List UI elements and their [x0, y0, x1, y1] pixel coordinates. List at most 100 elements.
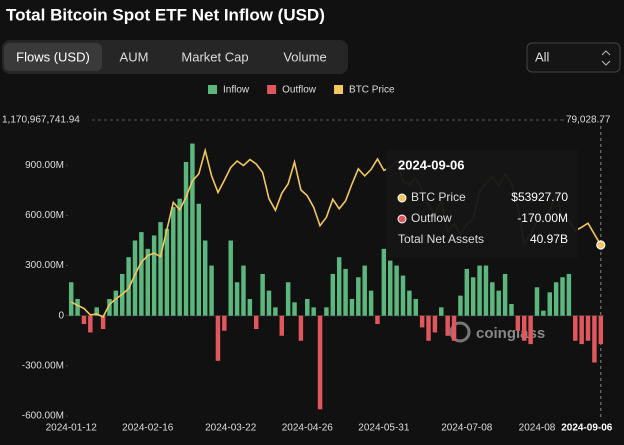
bar	[158, 222, 163, 316]
tooltip: 2024-09-06 BTC Price $53927.70 Outflow -170.…	[386, 150, 578, 258]
tab[interactable]: AUM	[120, 49, 149, 64]
y-tick-label: 300.00M	[25, 260, 64, 271]
bar	[419, 315, 425, 328]
bar	[190, 143, 195, 316]
y-tick-label: -300.00M	[22, 360, 64, 371]
bar	[254, 315, 259, 330]
legend-swatch	[267, 85, 277, 94]
tooltip-box	[386, 150, 578, 258]
bar	[126, 257, 131, 316]
bar	[292, 302, 297, 316]
y-tick-label: 900.00M	[25, 160, 64, 171]
tooltip-date: 2024-09-06	[398, 157, 465, 172]
bar	[560, 277, 565, 316]
x-tick-label: 2024-08	[519, 423, 556, 434]
bar	[330, 273, 336, 316]
x-tick-label: 2024-03-22	[205, 423, 257, 434]
bar	[522, 315, 527, 341]
bar	[362, 265, 367, 316]
bar	[202, 240, 208, 316]
bar	[381, 248, 387, 316]
bar	[209, 265, 214, 316]
select-box[interactable]	[526, 42, 621, 73]
tooltip-total-name: Total Net Assets	[398, 232, 484, 246]
legend: Inflow Outflow BTC Price	[208, 85, 395, 96]
bar	[553, 282, 559, 316]
bar	[573, 315, 578, 341]
bar	[496, 290, 501, 316]
bar	[515, 315, 521, 331]
bar	[75, 298, 80, 316]
legend-label: Inflow	[223, 85, 250, 96]
bar	[483, 265, 489, 316]
bar	[426, 315, 431, 341]
bar	[81, 315, 87, 325]
bar	[273, 307, 278, 316]
price-dot	[596, 240, 606, 250]
bar	[464, 268, 470, 316]
x-label-highlight	[562, 420, 613, 436]
bar	[177, 198, 182, 316]
bar	[547, 292, 552, 316]
bar	[151, 235, 157, 316]
select-value[interactable]: All	[535, 49, 550, 64]
tab[interactable]: Flows (USD)	[16, 49, 90, 64]
bar	[132, 240, 138, 316]
tab[interactable]: Market Cap	[181, 49, 248, 64]
bar	[88, 315, 93, 333]
y-axis-top-label: 1,170,967,741.94	[2, 115, 80, 126]
bar	[222, 315, 227, 331]
bar	[413, 298, 418, 316]
bar	[279, 315, 284, 336]
bar	[113, 290, 119, 316]
bar	[94, 307, 99, 316]
x-tick-label: 2024-09-06	[561, 423, 613, 434]
tab[interactable]: Volume	[283, 49, 326, 64]
bar	[528, 315, 533, 345]
bar	[534, 287, 540, 316]
bar	[266, 290, 272, 316]
bar	[305, 298, 310, 316]
bar	[324, 307, 329, 316]
bar	[592, 315, 597, 363]
tooltip-total-value: 40.97B	[530, 232, 568, 246]
bar	[439, 307, 444, 316]
y-tick-label: 600.00M	[25, 210, 64, 221]
watermark: coinglass	[476, 325, 545, 342]
tab-selected	[4, 43, 102, 71]
bar	[566, 273, 572, 316]
tooltip-dot	[397, 193, 407, 203]
bar	[541, 310, 546, 316]
bar	[451, 315, 457, 341]
legend-swatch	[208, 85, 217, 94]
bar	[356, 277, 361, 316]
bar	[317, 315, 323, 410]
legend-swatch	[334, 85, 344, 94]
bar	[407, 290, 412, 316]
bar	[228, 240, 233, 316]
bar	[139, 232, 144, 316]
bar	[68, 282, 74, 316]
bar	[400, 275, 406, 316]
bar	[164, 228, 170, 316]
bar	[368, 290, 374, 316]
bar	[260, 273, 265, 316]
x-tick-label: 2024-02-16	[122, 423, 174, 434]
tooltip-dot	[397, 214, 407, 224]
bar	[585, 315, 591, 341]
y-tick-label: -600.00M	[22, 411, 64, 422]
bar	[509, 304, 514, 316]
bar	[145, 248, 150, 316]
bar	[445, 315, 450, 336]
bar	[100, 315, 106, 330]
bar	[247, 298, 253, 316]
bar	[579, 315, 584, 345]
bar	[311, 307, 316, 316]
tooltip-value: -170.00M	[517, 211, 568, 225]
tooltip-name: BTC Price	[411, 190, 466, 204]
bar	[183, 161, 189, 316]
bar	[458, 295, 463, 316]
bar	[171, 207, 176, 316]
